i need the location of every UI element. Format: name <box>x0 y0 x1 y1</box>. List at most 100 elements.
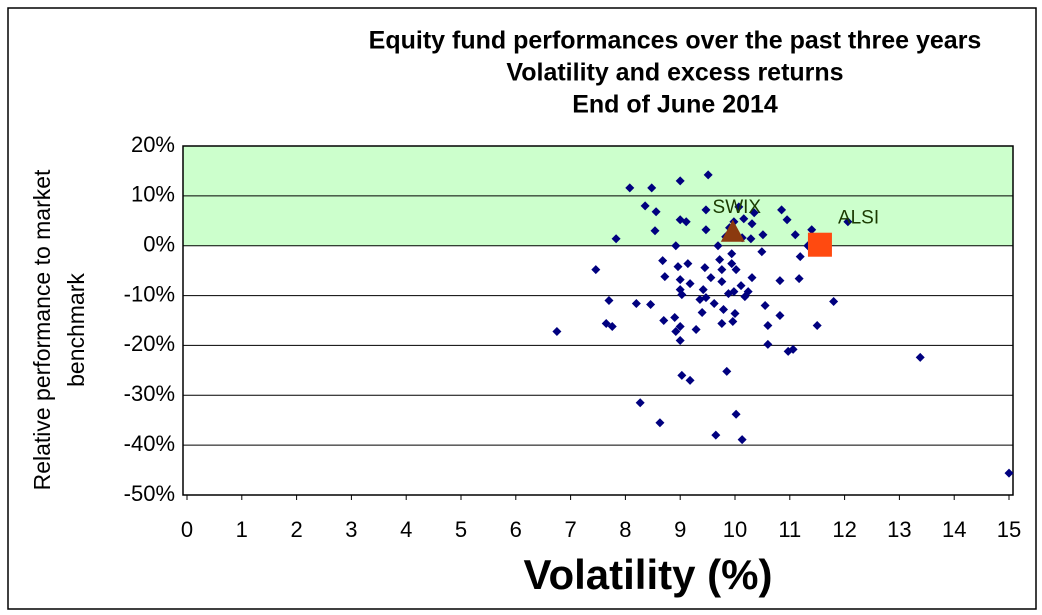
x-tick-label: 11 <box>778 517 801 542</box>
data-point <box>659 316 669 325</box>
data-point <box>739 214 749 224</box>
plot-border <box>182 145 1014 496</box>
data-point <box>685 279 695 289</box>
x-tick-label: 0 <box>181 517 193 542</box>
x-tick-label: 9 <box>674 517 686 542</box>
data-point <box>640 201 650 211</box>
x-tick-label: 12 <box>832 517 856 542</box>
data-point <box>631 299 641 309</box>
x-tick-label: 15 <box>997 517 1021 542</box>
x-tick-label: 5 <box>455 517 467 542</box>
data-point <box>675 335 685 345</box>
x-tick-label: 2 <box>290 517 302 542</box>
highlight-label: SWIX <box>713 197 762 218</box>
data-point <box>728 316 738 326</box>
data-point <box>677 290 687 300</box>
data-point <box>552 326 562 336</box>
y-tick-label: 20% <box>131 132 175 157</box>
data-point <box>601 318 611 328</box>
data-point <box>655 418 665 428</box>
y-axis-label: Relative performance to market <box>29 169 55 490</box>
data-point <box>743 287 753 297</box>
data-point <box>647 183 657 193</box>
data-point <box>677 370 687 380</box>
highlight-point <box>720 219 745 242</box>
data-point <box>775 311 785 321</box>
data-point <box>673 262 683 272</box>
data-point <box>717 277 727 287</box>
data-point <box>790 230 800 240</box>
y-tick-label: 10% <box>131 182 175 207</box>
y-tick-label: 0% <box>143 232 175 257</box>
data-point <box>812 320 822 330</box>
data-point <box>731 409 741 419</box>
data-point <box>915 352 925 362</box>
x-axis-label: Volatility (%) <box>524 551 773 598</box>
data-point <box>658 256 668 266</box>
data-point <box>635 398 645 408</box>
data-point <box>706 273 716 283</box>
data-point <box>1004 468 1014 478</box>
data-point <box>611 234 621 244</box>
data-point <box>651 207 661 217</box>
highlight-point <box>807 232 832 257</box>
data-point <box>607 321 617 331</box>
data-point <box>734 202 744 212</box>
data-point <box>727 259 737 269</box>
x-tick-label: 3 <box>345 517 357 542</box>
data-point <box>843 217 853 227</box>
data-point <box>591 265 601 275</box>
data-point <box>670 313 680 323</box>
data-point <box>731 265 741 275</box>
chart-title: Volatility and excess returns <box>506 59 843 87</box>
data-point <box>749 208 759 218</box>
data-point <box>758 230 768 240</box>
data-point <box>794 274 804 284</box>
data-point <box>697 308 707 318</box>
y-tick-label: -20% <box>124 331 175 356</box>
data-point <box>763 339 773 349</box>
chart-title: Equity fund performances over the past t… <box>369 27 982 55</box>
data-point <box>747 273 757 283</box>
data-point <box>675 321 685 331</box>
data-point <box>715 255 725 265</box>
data-point <box>746 234 756 244</box>
data-point <box>718 305 728 315</box>
data-point <box>763 320 773 330</box>
x-tick-label: 13 <box>887 517 911 542</box>
data-point <box>711 430 721 440</box>
y-tick-label: -30% <box>124 381 175 406</box>
data-point <box>681 217 691 227</box>
data-point <box>698 285 708 295</box>
data-point <box>701 205 711 215</box>
data-point <box>757 247 767 257</box>
data-point <box>646 300 656 310</box>
data-point <box>691 324 701 334</box>
x-tick-label: 10 <box>723 517 747 542</box>
x-tick-label: 8 <box>619 517 631 542</box>
data-point <box>671 326 681 336</box>
data-point <box>701 293 711 303</box>
data-point <box>795 252 805 262</box>
data-point <box>717 318 727 328</box>
data-point <box>625 183 635 193</box>
highlight-label: ALSI <box>838 208 879 229</box>
data-point <box>736 281 746 291</box>
data-point <box>671 241 681 251</box>
data-point <box>713 241 723 251</box>
data-point <box>709 299 719 309</box>
data-point <box>807 225 817 235</box>
y-tick-label: -40% <box>124 431 175 456</box>
data-point <box>660 272 670 282</box>
data-point <box>829 297 839 307</box>
x-tick-label: 7 <box>564 517 576 542</box>
y-tick-label: -50% <box>124 481 175 506</box>
data-point <box>788 344 798 354</box>
x-tick-label: 6 <box>510 517 522 542</box>
data-point <box>675 176 685 186</box>
data-point <box>782 215 792 225</box>
data-point <box>703 170 713 180</box>
chart-title: End of June 2014 <box>572 91 778 119</box>
y-axis-label: benchmark <box>63 273 89 387</box>
